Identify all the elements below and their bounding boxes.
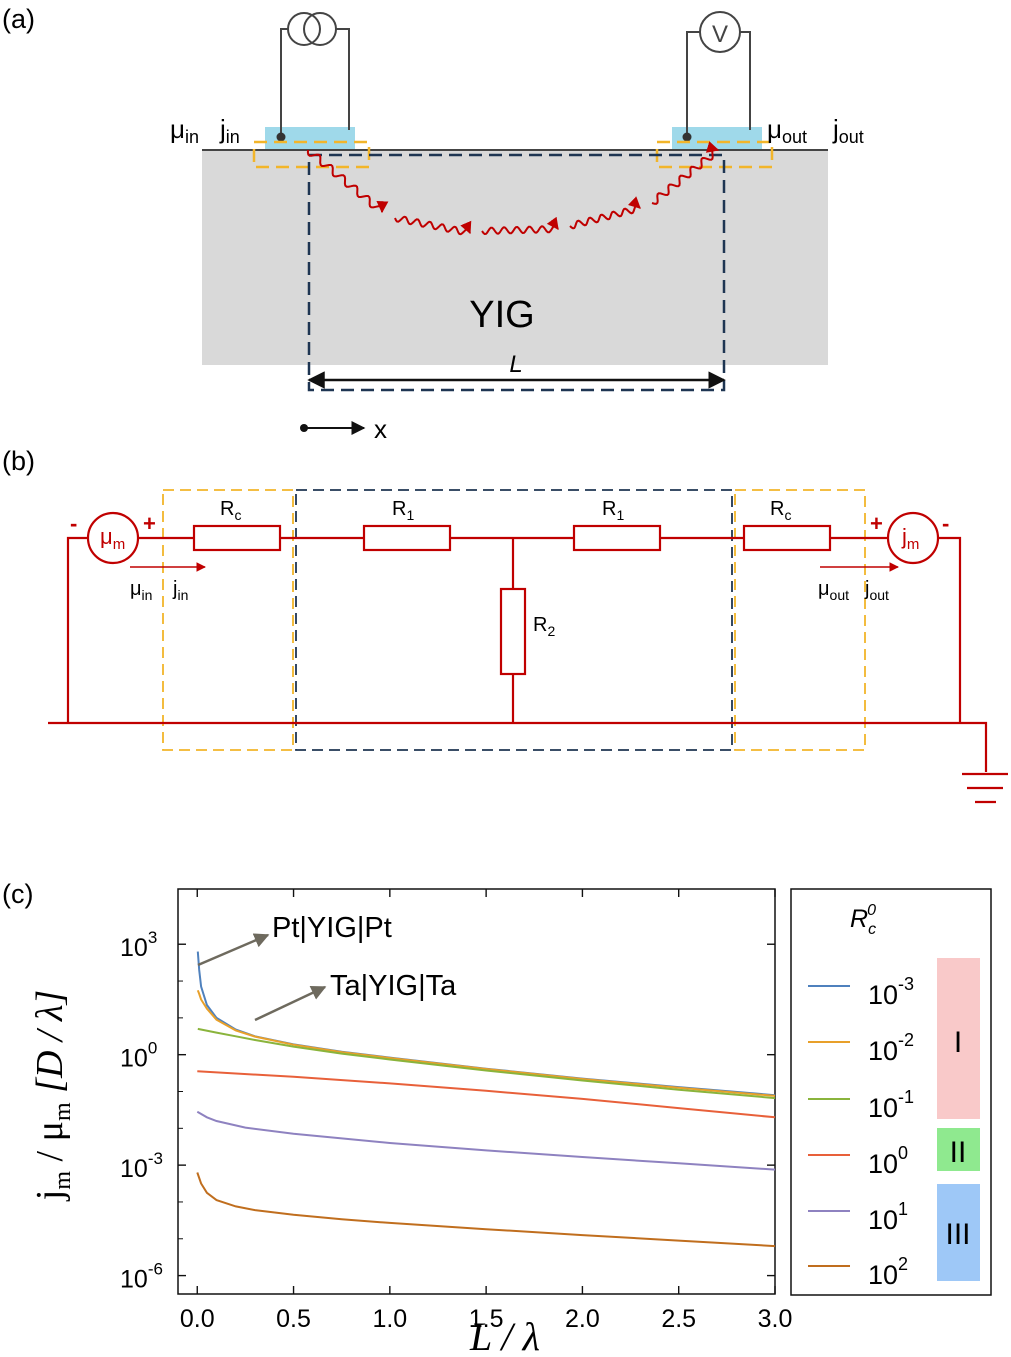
left-contact (265, 127, 355, 149)
series-line-4 (196, 1110, 776, 1171)
regime-ii-box (937, 1128, 980, 1171)
panel-a: (a) V (2, 4, 864, 444)
pt-annotation: Pt|YIG|Pt (272, 912, 392, 944)
ta-annotation-arrow (254, 985, 327, 1022)
series-line-1 (196, 989, 776, 1097)
source-right-plus: + (870, 511, 883, 536)
y-axis-title: jm / μm [D / λ] (29, 990, 76, 1202)
source-left-icon (86, 511, 140, 565)
legend-label-2: 10-1 (868, 1087, 914, 1123)
left-probe-dot (276, 132, 286, 142)
voltmeter-symbol: V (712, 21, 728, 48)
bulk-region-box (307, 153, 726, 392)
length-label: L (509, 351, 522, 378)
j-out-label: jout (832, 114, 864, 147)
source-left-label: μm (100, 524, 125, 553)
r2-label: R2 (533, 614, 555, 639)
b-j-out-label: jout (864, 578, 889, 603)
x-tick-label: 2.0 (565, 1305, 600, 1333)
plot-frame (177, 888, 776, 1295)
legend-label-1: 10-2 (868, 1030, 914, 1066)
left-contact-region-box (162, 489, 294, 751)
voltmeter-icon (686, 11, 751, 137)
x-tick-label: 1.0 (372, 1305, 407, 1333)
mu-out-label: μout (767, 114, 807, 147)
legend-label-3: 100 (868, 1143, 908, 1179)
source-right-label: jm (901, 524, 919, 553)
magnon-wave-1 (306, 149, 389, 214)
magnon-wave-2 (394, 215, 472, 236)
panel-c-label: (c) (2, 879, 33, 909)
regime-iii-box (937, 1184, 980, 1281)
legend-label-0: 10-3 (868, 974, 914, 1010)
magnon-wave-3 (481, 216, 559, 236)
series-line-5 (196, 1172, 776, 1248)
legend-items: 10-3 10-2 10-1 100 101 102 (808, 974, 914, 1290)
x-tick-label: 0.5 (276, 1305, 311, 1333)
resistor-r1-right (572, 524, 662, 552)
x-tick-label: 0.0 (180, 1305, 215, 1333)
resistor-r2 (499, 587, 527, 676)
right-contact (672, 127, 762, 149)
plot-series (196, 951, 776, 1248)
bulk-circuit-box (295, 489, 733, 751)
right-contact-region-box (734, 489, 866, 751)
circuit-wires (48, 536, 988, 772)
r1-right-label: R1 (602, 498, 624, 523)
x-axis-label: x (374, 414, 387, 444)
panel-b: (b) (2, 446, 1008, 804)
right-probe-dot (682, 132, 692, 142)
j-in-label: jin (219, 114, 240, 147)
b-mu-out-label: μout (818, 578, 849, 603)
resistor-rc-right (742, 524, 832, 552)
ground-icon (962, 772, 1008, 804)
legend-title: Rc0 (850, 902, 876, 938)
regime-ii-label: II (950, 1136, 967, 1169)
y-tick-label: 103 (120, 928, 157, 962)
y-tick-label: 10-6 (120, 1260, 163, 1294)
legend-label-4: 101 (868, 1199, 908, 1235)
resistor-r1-left (362, 524, 452, 552)
pt-annotation-arrow (197, 933, 270, 967)
magnon-flow (306, 141, 720, 236)
rc-left-label: Rc (220, 498, 241, 523)
source-left-plus: + (143, 511, 156, 536)
b-j-in-label: jin (172, 578, 188, 603)
regime-i-label: I (954, 1026, 962, 1059)
series-line-3 (197, 1070, 776, 1119)
source-left-minus: - (70, 511, 77, 536)
y-tick-label: 10-3 (120, 1149, 163, 1183)
x-tick-label: 2.5 (661, 1305, 696, 1333)
r1-left-label: R1 (392, 498, 414, 523)
panel-c: (c) 0.0 0.5 1.0 1.5 2.0 2.5 3.010310010-310-6 … (2, 879, 992, 1357)
current-source-icon (280, 12, 350, 137)
series-line-2 (197, 1027, 776, 1100)
mu-in-label: μin (170, 114, 199, 147)
x-tick-label: 3.0 (758, 1305, 793, 1333)
x-axis-title: L / λ (469, 1314, 540, 1357)
yig-label: YIG (469, 294, 534, 336)
panel-a-label: (a) (2, 4, 35, 34)
source-right-minus: - (942, 511, 949, 536)
regime-i-box (937, 958, 980, 1119)
series-line-0 (196, 951, 776, 1097)
regime-iii-label: III (945, 1218, 970, 1251)
b-mu-in-label: μin (130, 578, 152, 603)
panel-b-label: (b) (2, 446, 35, 476)
y-tick-label: 100 (120, 1039, 157, 1073)
x-tick-label: 1.5 (469, 1305, 504, 1333)
ta-annotation: Ta|YIG|Ta (330, 970, 457, 1002)
plot-axes: 0.0 0.5 1.0 1.5 2.0 2.5 3.0 103 100 10-3 10-6 (120, 889, 792, 1333)
source-right-icon (886, 511, 940, 565)
resistor-rc-left (192, 524, 282, 552)
magnon-wave-5 (651, 141, 720, 205)
legend-label-5: 102 (868, 1254, 908, 1290)
legend-box (790, 888, 992, 1296)
magnon-wave-4 (569, 196, 641, 230)
rc-right-label: Rc (770, 498, 791, 523)
